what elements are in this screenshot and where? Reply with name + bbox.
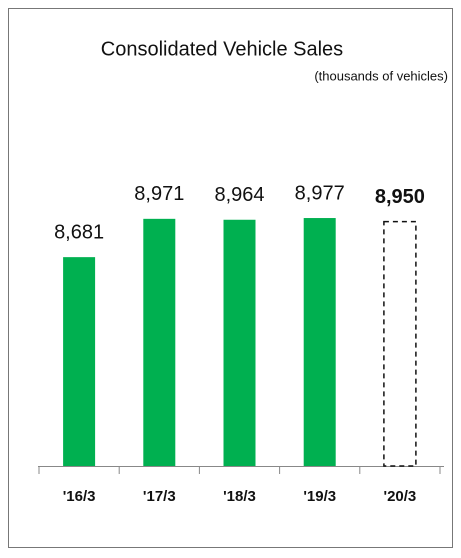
x-tick-label: '19/3: [303, 488, 336, 505]
x-tick-label: '18/3: [223, 488, 256, 505]
value-label: 8,977: [295, 182, 345, 204]
value-label: 8,681: [54, 221, 104, 243]
bar: [383, 220, 417, 467]
bar: [303, 218, 336, 466]
chart-subtitle: (thousands of vehicles): [314, 68, 448, 83]
bar: [63, 257, 96, 466]
value-label: 8,971: [134, 183, 184, 205]
bar: [143, 218, 176, 466]
x-tick-label: '17/3: [143, 488, 176, 505]
value-label: 8,950: [375, 186, 425, 208]
chart-frame: [8, 8, 453, 548]
value-label: 8,964: [214, 184, 264, 206]
x-tick-label: '20/3: [384, 488, 417, 505]
bar: [223, 219, 256, 466]
chart-title: Consolidated Vehicle Sales: [101, 38, 343, 60]
x-tick-label: '16/3: [63, 488, 96, 505]
